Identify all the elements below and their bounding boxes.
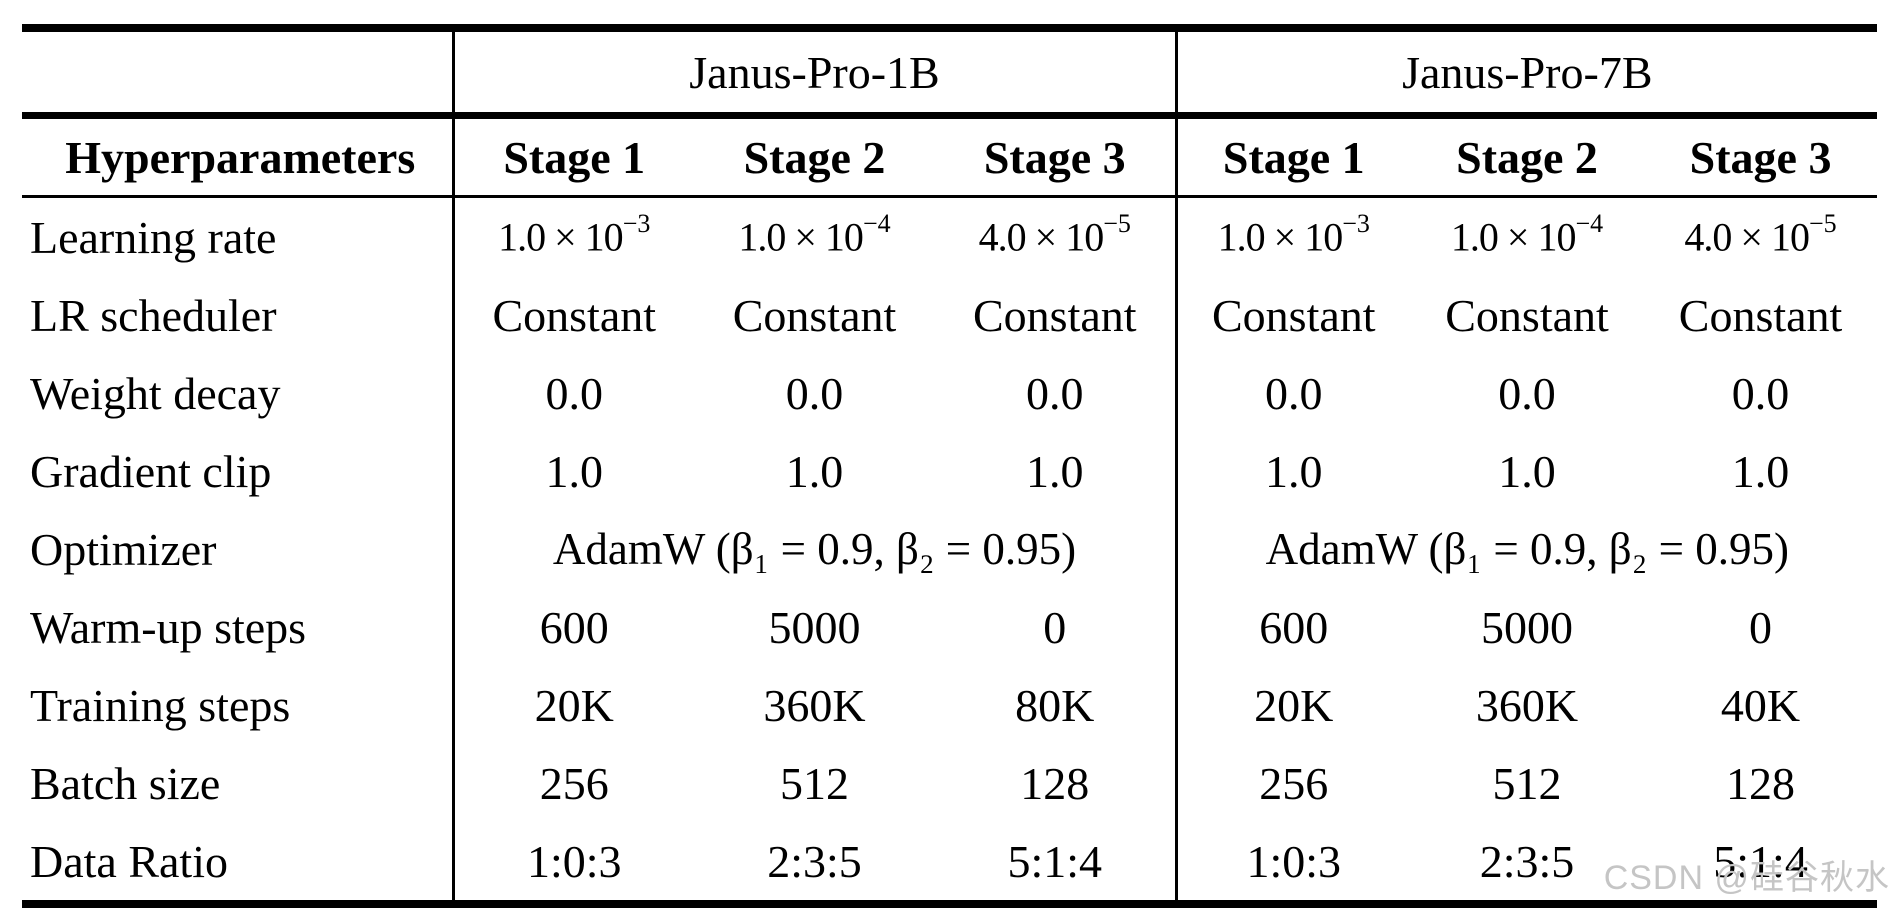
cell-value: 1.0: [451, 432, 694, 510]
cell-value: 1.0: [1026, 445, 1084, 497]
csdn-watermark: CSDN @硅谷秋水: [1603, 859, 1890, 897]
model-header-janus-pro-7b: Janus-Pro-7B: [1174, 28, 1878, 119]
cell-value: 600: [451, 588, 694, 666]
cell-value: 1.0 × 10−4: [738, 209, 891, 260]
cell-value: 1.0: [1174, 432, 1411, 510]
cell-value: 1.0: [1498, 445, 1556, 497]
stage-header: Stage 2: [1410, 115, 1645, 198]
table-row-training-steps: Training steps 20K 360K 80K 20K 360K 40K: [22, 666, 1877, 744]
stage-header: Stage 2: [694, 115, 935, 198]
table-row-gradient-clip: Gradient clip 1.0 1.0 1.0 1.0 1.0 1.0: [22, 432, 1877, 510]
cell-value: 128: [1020, 757, 1090, 809]
row-label: Gradient clip: [30, 445, 272, 497]
stage-header-row: Hyperparameters Stage 1 Stage 2 Stage 3 …: [22, 115, 1878, 198]
cell-value: 1:0:3: [1174, 822, 1411, 904]
cell-value: 512: [1492, 757, 1562, 809]
cell-value: 360K: [763, 679, 866, 731]
row-label: Weight decay: [30, 367, 281, 419]
table-row-lr-scheduler: LR scheduler Constant Constant Constant …: [22, 276, 1877, 354]
cell-value: 360K: [1475, 679, 1579, 731]
hyperparameters-header: Hyperparameters: [22, 115, 453, 198]
cell-value: 20K: [1174, 666, 1411, 744]
stage-header: Stage 3: [1644, 115, 1878, 198]
cell-value: 0: [1749, 601, 1773, 653]
row-label: Optimizer: [30, 523, 217, 575]
row-label: LR scheduler: [30, 289, 277, 341]
corner-blank-cell: [22, 28, 453, 119]
cell-value: Constant: [972, 289, 1137, 341]
cell-value: 0: [1043, 601, 1067, 653]
cell-value: 4.0 × 10−5: [1684, 209, 1837, 260]
cell-value: Constant: [1678, 289, 1843, 341]
stage-header: Stage 1: [451, 115, 694, 198]
table-row-batch-size: Batch size 256 512 128 256 512 128: [22, 744, 1877, 822]
row-label: Training steps: [30, 679, 291, 731]
cell-value: 1.0: [1731, 445, 1790, 497]
cell-value: 1.0 × 10−3: [1174, 196, 1411, 276]
cell-value: 128: [1726, 757, 1796, 809]
cell-value: 0.0: [1174, 354, 1411, 432]
cell-value: 600: [1174, 588, 1411, 666]
cell-value: 5000: [768, 601, 861, 653]
model-header-janus-pro-1b: Janus-Pro-1B: [451, 28, 1177, 119]
table-row-optimizer: Optimizer AdamW (β₁ = 0.9, β₂ = 0.95) Ad…: [22, 510, 1878, 588]
table-row-learning-rate: Learning rate 1.0 × 10−3 1.0 × 10−4 4.0 …: [22, 196, 1877, 276]
cell-value: 1.0 × 10−3: [451, 196, 694, 276]
stage-header: Stage 3: [935, 115, 1177, 198]
cell-value: 20K: [451, 666, 694, 744]
cell-value-optimizer-1b: AdamW (β₁ = 0.9, β₂ = 0.95): [451, 510, 1177, 588]
cell-value: 0.0: [451, 354, 694, 432]
table-row-warmup-steps: Warm-up steps 600 5000 0 600 5000 0: [22, 588, 1877, 666]
cell-value: 1.0 × 10−4: [1450, 209, 1604, 260]
cell-value: 80K: [1015, 679, 1095, 731]
table-row-data-ratio: Data Ratio 1:0:3 2:3:5 5:1:4 1:0:3 2:3:5…: [22, 822, 1877, 904]
cell-value: Constant: [1174, 276, 1411, 354]
table-row-weight-decay: Weight decay 0.0 0.0 0.0 0.0 0.0 0.0: [22, 354, 1877, 432]
cell-value: 256: [1174, 744, 1411, 822]
model-header-row: Janus-Pro-1B Janus-Pro-7B: [22, 28, 1878, 119]
hyperparameters-table: Janus-Pro-1B Janus-Pro-7B Hyperparameter…: [22, 24, 1878, 908]
cell-value: 1:0:3: [451, 822, 694, 904]
cell-value: 2:3:5: [1479, 835, 1575, 887]
cell-value: 2:3:5: [767, 835, 862, 887]
cell-value: 40K: [1720, 679, 1801, 731]
row-label: Data Ratio: [30, 835, 228, 887]
row-label: Learning rate: [30, 211, 277, 263]
cell-value: 0.0: [1498, 367, 1556, 419]
cell-value-optimizer-7b: AdamW (β₁ = 0.9, β₂ = 0.95): [1174, 510, 1878, 588]
row-label: Warm-up steps: [30, 601, 307, 653]
row-label: Batch size: [30, 757, 221, 809]
cell-value: 5:1:4: [1007, 835, 1103, 887]
cell-value: 0.0: [1026, 367, 1084, 419]
cell-value: 1.0: [785, 445, 844, 497]
cell-value: 0.0: [1731, 367, 1790, 419]
cell-value: Constant: [451, 276, 694, 354]
cell-value: 512: [780, 757, 849, 809]
cell-value: Constant: [1445, 289, 1609, 341]
stage-header: Stage 1: [1174, 115, 1411, 198]
cell-value: 4.0 × 10−5: [978, 209, 1131, 260]
cell-value: 5:1:4: [1713, 835, 1808, 887]
cell-value: 0.0: [785, 367, 844, 419]
cell-value: Constant: [732, 289, 897, 341]
cell-value: 256: [451, 744, 694, 822]
cell-value: 5000: [1481, 601, 1574, 653]
